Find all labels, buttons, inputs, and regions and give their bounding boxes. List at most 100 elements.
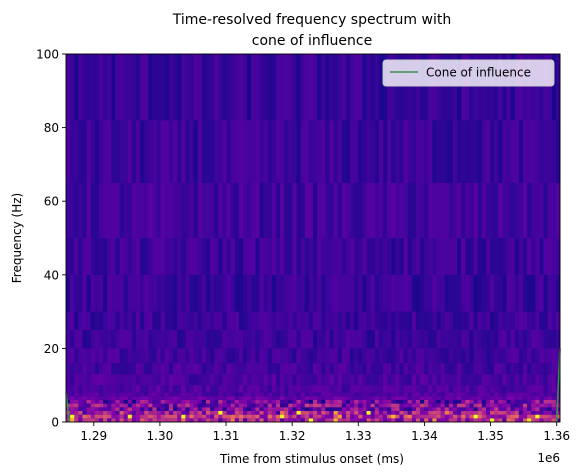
heatmap-cell <box>263 363 269 375</box>
heatmap-cell <box>247 238 252 275</box>
heatmap-cell <box>168 403 174 408</box>
heatmap-cell <box>131 120 137 183</box>
heatmap-cell <box>177 392 182 397</box>
heatmap-cell <box>358 385 363 393</box>
heatmap-cell <box>255 414 260 419</box>
heatmap-cell <box>341 399 347 404</box>
heatmap-cell <box>329 374 334 386</box>
heatmap-cell <box>275 410 281 415</box>
heatmap-cell <box>345 348 351 364</box>
heatmap-cell <box>275 348 281 364</box>
heatmap-cell <box>469 238 474 275</box>
heatmap-cell <box>280 363 285 375</box>
heatmap-cell <box>502 396 507 400</box>
heatmap-cell <box>177 396 182 400</box>
heatmap-cell <box>218 182 223 238</box>
heatmap-cell <box>119 399 124 404</box>
heatmap-cell <box>502 385 507 393</box>
heatmap-cell <box>424 238 429 275</box>
heatmap-cell <box>329 396 334 400</box>
heatmap-cell <box>382 120 388 183</box>
heatmap-cell <box>448 410 454 415</box>
heatmap-cell <box>103 330 108 349</box>
heatmap-cell <box>469 407 474 411</box>
heatmap-cell <box>522 374 528 386</box>
heatmap-cell <box>481 330 487 349</box>
heatmap-cell <box>436 348 441 364</box>
heatmap-cell <box>420 403 425 408</box>
heatmap-cell <box>267 348 273 364</box>
heatmap-cell <box>485 120 491 183</box>
heatmap-cell <box>444 385 450 393</box>
heatmap-cell <box>374 396 380 400</box>
heatmap-cell <box>267 385 273 393</box>
heatmap-cell <box>485 363 491 375</box>
heatmap-cell <box>251 238 256 275</box>
heatmap-cell <box>304 348 310 364</box>
heatmap-cell <box>74 238 79 275</box>
cone-of-influence-right-edge <box>555 348 561 423</box>
heatmap-cell <box>428 410 433 415</box>
heatmap-cell <box>362 374 367 386</box>
heatmap-cell <box>374 348 380 364</box>
heatmap-cell <box>485 396 491 400</box>
heatmap-cell <box>263 399 269 404</box>
heatmap-cell <box>531 414 536 419</box>
heatmap-cell <box>304 403 310 408</box>
heatmap-cell <box>214 54 219 121</box>
heatmap-cell <box>325 403 330 408</box>
heatmap-cell <box>382 392 388 397</box>
heatmap-cell <box>469 414 474 419</box>
heatmap-cell <box>284 363 289 375</box>
heatmap-cell <box>284 374 289 386</box>
heatmap-cell <box>362 238 367 275</box>
heatmap-cell <box>156 407 161 411</box>
heatmap-cell <box>469 418 474 422</box>
heatmap-cell <box>317 399 322 404</box>
heatmap-cell <box>300 182 306 238</box>
heatmap-cell <box>354 182 359 238</box>
heatmap-cell <box>498 385 503 393</box>
heatmap-cell <box>469 330 474 349</box>
heatmap-cell <box>127 238 133 275</box>
heatmap-cell <box>395 392 400 397</box>
heatmap-cell <box>428 120 433 183</box>
heatmap-cell <box>411 392 417 397</box>
heatmap-cell <box>243 363 248 375</box>
heatmap-cell <box>152 348 157 364</box>
heatmap-cell <box>234 363 240 375</box>
heatmap-cell <box>164 418 170 422</box>
heatmap-cell <box>527 392 532 397</box>
heatmap-cell <box>247 274 252 312</box>
heatmap-cell <box>263 396 269 400</box>
heatmap-cell <box>70 374 75 386</box>
heatmap-cell <box>164 274 170 312</box>
heatmap-cell <box>490 410 495 415</box>
heatmap-cell <box>341 274 347 312</box>
heatmap-cell <box>428 311 433 330</box>
heatmap-cell <box>292 54 297 121</box>
heatmap-cell <box>131 374 137 386</box>
heatmap-cell <box>403 363 408 375</box>
heatmap-cell <box>214 120 219 183</box>
heatmap-cell <box>78 385 83 393</box>
heatmap-cell <box>210 330 215 349</box>
heatmap-cell <box>539 396 544 400</box>
heatmap-cell <box>329 238 334 275</box>
heatmap-cell <box>90 407 96 411</box>
heatmap-cell <box>407 54 413 121</box>
heatmap-cell <box>205 396 211 400</box>
heatmap-cell <box>477 410 483 415</box>
heatmap-cell <box>160 418 166 422</box>
heatmap-cell <box>177 414 182 419</box>
heatmap-cell <box>502 120 507 183</box>
heatmap-cell <box>160 311 166 330</box>
heatmap-cell <box>477 274 483 312</box>
heatmap-cell <box>473 120 478 183</box>
heatmap-cell <box>514 311 520 330</box>
heatmap-cell <box>424 385 429 393</box>
heatmap-cell <box>292 392 297 397</box>
heatmap-cell <box>317 120 322 183</box>
heatmap-cell <box>329 54 334 121</box>
